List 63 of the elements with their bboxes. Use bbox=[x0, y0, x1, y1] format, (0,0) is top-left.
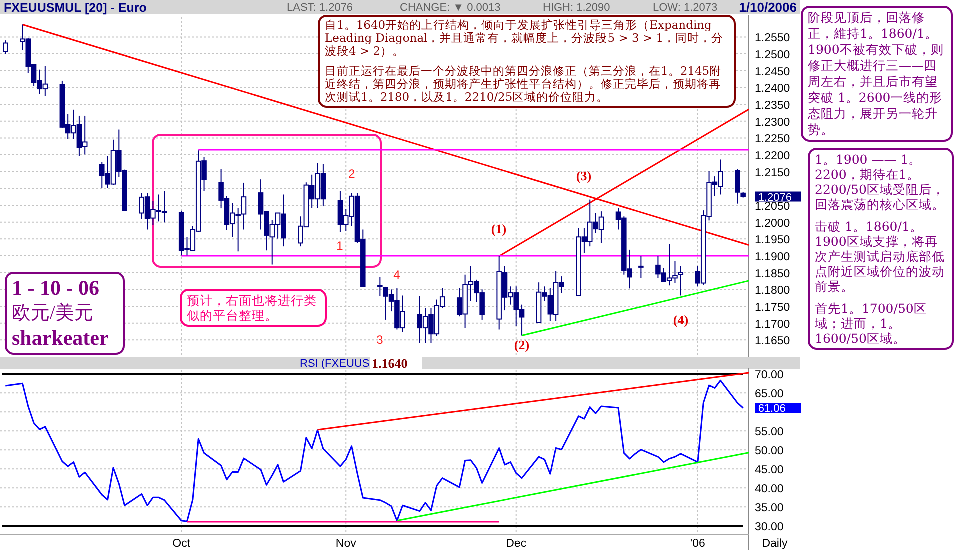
x-tick-label: Dec bbox=[506, 538, 527, 550]
y-tick-label: 1.2250 bbox=[755, 134, 790, 146]
annotation: (3) bbox=[576, 168, 592, 184]
annotation: 欧元/美元 bbox=[12, 302, 94, 326]
text: 首先1。1700/50区域；进而，1。1600/50区域。 bbox=[815, 301, 928, 346]
y-tick-label: 1.2550 bbox=[755, 32, 790, 45]
text: 击破 1。1860/1。1900区域支撑，将再次产生测试启动底部低点附近区域价位的波动前景。 bbox=[815, 219, 946, 294]
text: HIGH: 1.2090 bbox=[543, 2, 610, 14]
candlestick bbox=[378, 276, 383, 297]
candlestick bbox=[735, 168, 740, 204]
y-tick-label: 70.00 bbox=[755, 370, 784, 382]
y-tick-label: 1.2150 bbox=[755, 167, 790, 180]
text: 阶段见顶后，回落修正，維持1。1860/1。1900不被有效下破，则修正大概进行三——四周左右，并且后市有望突破 1。2600一线的形态阻力，展开另一轮升势。 bbox=[808, 10, 945, 138]
y-tick-label: 45.00 bbox=[755, 464, 784, 477]
x-tick-label: Oct bbox=[172, 538, 192, 550]
y-tick-label: 1.1700 bbox=[755, 318, 790, 331]
y-tick-label: 1.1900 bbox=[755, 252, 790, 264]
text: LOW: 1.2073 bbox=[653, 2, 718, 14]
annotation: 预计，右面也将进行类似的平台整理。 bbox=[187, 293, 318, 323]
y-tick-label: 1.1800 bbox=[755, 285, 790, 298]
x-tick-label: Nov bbox=[336, 538, 357, 550]
y-tick-label: 1.2200 bbox=[755, 150, 790, 163]
text: CHANGE: ▼ 0.0013 bbox=[400, 2, 501, 14]
y-tick-label: 40.00 bbox=[755, 484, 784, 496]
annotation: 2 bbox=[348, 167, 356, 181]
y-tick-label: 50.00 bbox=[755, 446, 784, 458]
annotation: 1 - 10 - 06 bbox=[12, 276, 100, 301]
y-tick-label: 1.2000 bbox=[755, 218, 790, 230]
annotation: 1.1640 bbox=[372, 356, 408, 371]
x-tick-label: '06 bbox=[690, 538, 706, 550]
y-tick-label: 55.00 bbox=[755, 426, 784, 439]
y-tick-label: 1.1950 bbox=[755, 234, 790, 247]
annotation: (4) bbox=[673, 312, 689, 328]
chart-title: FXEUUSMUL [20] - Euro bbox=[4, 1, 148, 15]
line-series bbox=[4, 380, 744, 522]
candlestick bbox=[638, 256, 644, 279]
y-tick-label: 1.2450 bbox=[755, 66, 790, 78]
y-tick-label: 1.2300 bbox=[755, 116, 790, 129]
annotation: 61.06 bbox=[758, 403, 786, 416]
y-tick-label: 1.2350 bbox=[755, 100, 790, 112]
annotation: 4 bbox=[394, 268, 401, 282]
x-axis-title: Daily bbox=[762, 538, 788, 550]
y-tick-label: 30.00 bbox=[755, 522, 784, 534]
annotation: sharkeater bbox=[12, 326, 110, 351]
text: 1/10/2006 bbox=[739, 0, 797, 15]
y-tick-label: 1.2400 bbox=[755, 83, 790, 96]
y-tick-label: 1.2050 bbox=[755, 201, 790, 214]
y-tick-label: 1.2500 bbox=[755, 50, 790, 62]
annotation: 1 bbox=[336, 239, 344, 253]
text: LAST: 1.2076 bbox=[287, 2, 354, 14]
annotation: (2) bbox=[514, 338, 530, 352]
y-tick-label: 35.00 bbox=[755, 502, 784, 515]
y-tick-label: 65.00 bbox=[755, 388, 784, 401]
annotation: (1) bbox=[491, 222, 507, 236]
annotation: 自1。1640开始的上行结构，倾向于发展扩张性引导三角形（Expanding Leading Diagonal，并且通常有，就幅度上，分波段5 > 3 > 1，同时，分波段4 > 2）。 bbox=[325, 18, 725, 58]
candlestick bbox=[3, 40, 8, 55]
y-tick-label: 1.1850 bbox=[755, 268, 790, 280]
y-tick-label: 1.1650 bbox=[755, 336, 790, 348]
text: 1。1900 —— 1。2200，期待在1。2200/50区域受阻后，回落震荡的核心区域。 bbox=[815, 152, 946, 212]
annotation: 3 bbox=[376, 333, 384, 347]
annotation: 目前正运行在最后一个分波段中的第四分浪修正（第三分浪，在1。2145附近终结，第四分浪，预期将产生扩张性平台结构）。修正完毕后，预期将再次测试1。2180，以及1。2210/25区域的价位阻力。 bbox=[325, 64, 723, 104]
y-tick-label: 1.1750 bbox=[755, 302, 790, 314]
chart-title: RSI (FXEUUS bbox=[300, 358, 370, 370]
